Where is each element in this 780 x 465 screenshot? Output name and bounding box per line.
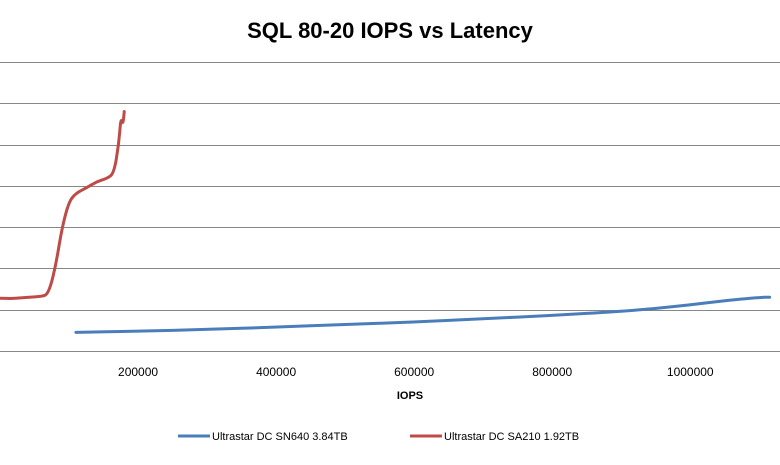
x-tick-labels: 200000 400000 600000 800000 1000000 [118, 365, 714, 379]
series-line-0 [74, 295, 772, 334]
x-tick-label-4: 1000000 [667, 365, 714, 379]
chart-title: SQL 80-20 IOPS vs Latency [247, 18, 533, 43]
x-tick-label-2: 600000 [394, 365, 434, 379]
legend-label-1: Ultrastar DC SA210 1.92TB [444, 431, 579, 443]
legend-label-0: Ultrastar DC SN640 3.84TB [212, 431, 348, 443]
gridlines [0, 62, 780, 352]
x-tick-label-1: 400000 [256, 365, 296, 379]
legend: Ultrastar DC SN640 3.84TB Ultrastar DC SA… [178, 431, 579, 443]
x-tick-label-0: 200000 [118, 365, 158, 379]
series-lines [0, 109, 772, 334]
x-tick-label-3: 800000 [532, 365, 572, 379]
x-axis-label: IOPS [397, 390, 423, 402]
series-line-1 [0, 109, 126, 300]
